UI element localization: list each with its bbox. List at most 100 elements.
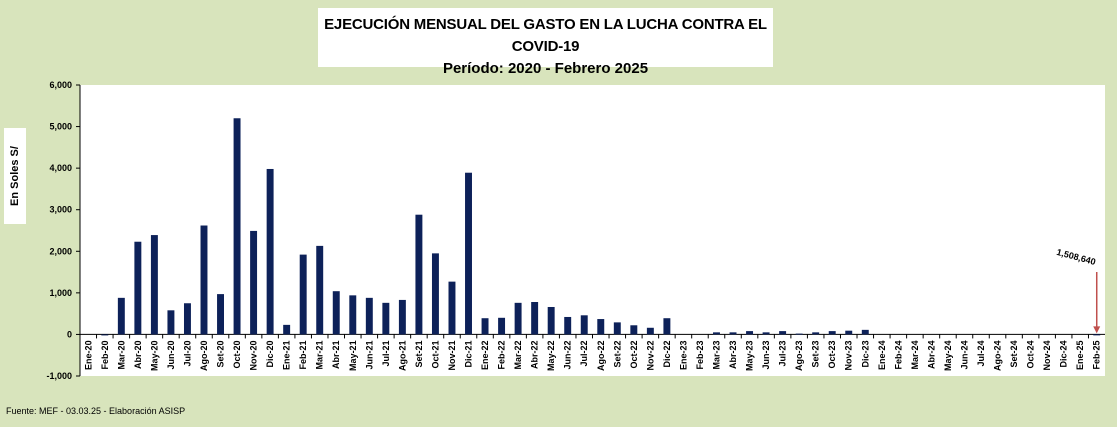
x-tick-label: Nov-24 (1042, 340, 1052, 370)
y-tick-label: 3,000 (49, 205, 72, 215)
bar-abr-22 (531, 302, 539, 335)
x-tick-label: Jul-20 (182, 340, 192, 366)
x-tick-label: Ene-25 (1075, 340, 1085, 370)
y-tick-label: 6,000 (49, 80, 72, 90)
bar-nov-21 (448, 281, 456, 335)
x-tick-label: Dic-23 (860, 340, 870, 367)
x-tick-label: Ago-23 (794, 340, 804, 371)
bar-oct-23 (828, 331, 836, 335)
x-tick-label: Abr-23 (728, 340, 738, 369)
bar-abr-20 (134, 241, 142, 335)
bar-mar-22 (514, 302, 522, 335)
bar-dic-22 (663, 318, 671, 335)
bar-set-20 (217, 294, 224, 335)
bar-feb-25 (1093, 334, 1101, 336)
bar-ago-21 (398, 299, 406, 335)
x-tick-label: Oct-24 (1026, 340, 1036, 368)
bar-may-23 (746, 331, 754, 335)
x-tick-label: Mar-24 (910, 340, 920, 369)
x-tick-label: Ago-24 (993, 340, 1003, 371)
x-tick-label: Set-23 (811, 340, 821, 367)
bar-set-23 (812, 332, 820, 335)
y-tick-label: 1,000 (49, 288, 72, 298)
y-tick-label: 4,000 (49, 163, 72, 173)
x-tick-label: May-24 (943, 340, 953, 371)
x-tick-label: Jun-24 (959, 340, 969, 369)
x-tick-label: Feb-25 (1092, 340, 1102, 369)
x-tick-label: Feb-22 (497, 340, 507, 369)
bar-mar-21 (316, 245, 324, 335)
bar-feb-21 (299, 254, 307, 335)
bar-dic-23 (861, 329, 869, 335)
x-tick-label: Jun-23 (761, 340, 771, 369)
bar-set-21 (415, 214, 423, 335)
x-tick-label: Ago-20 (199, 340, 209, 371)
x-tick-label: Set-22 (612, 340, 622, 367)
bar-ene-21 (283, 324, 291, 335)
x-tick-label: Feb-20 (100, 340, 110, 369)
bar-oct-22 (630, 325, 638, 335)
x-tick-label: Feb-21 (298, 340, 308, 369)
x-tick-label: Mar-20 (116, 340, 126, 369)
bar-abr-23 (729, 332, 737, 335)
y-tick-label: -1,000 (46, 371, 72, 381)
y-axis-label-box (4, 128, 26, 224)
x-tick-label: Oct-21 (430, 340, 440, 368)
bar-jul-20 (183, 303, 191, 335)
x-tick-label: Set-21 (414, 340, 424, 367)
bar-oct-21 (431, 253, 439, 335)
bar-ago-20 (200, 225, 208, 335)
bar-ago-23 (795, 333, 803, 335)
bar-jul-23 (779, 331, 787, 335)
bar-jul-21 (382, 302, 390, 335)
x-tick-label: Abr-22 (530, 340, 540, 369)
bar-oct-20 (233, 118, 241, 335)
annotation-arrowhead (1093, 326, 1101, 334)
x-tick-labels: Ene-20 Feb-20 Mar-20 Abr-20 May-20 Jun-20 Jul-… (79, 334, 1102, 371)
x-tick-label: Dic-24 (1059, 340, 1069, 367)
x-tick-label: Mar-23 (711, 340, 721, 369)
bar-mar-23 (713, 332, 720, 335)
source-note: Fuente: MEF - 03.03.25 - Elaboración ASI… (6, 406, 186, 416)
x-tick-label: May-20 (149, 340, 159, 371)
y-tick-label: 2,000 (49, 246, 72, 256)
x-tick-label: Abr-24 (926, 340, 936, 369)
x-tick-label: Ene-22 (480, 340, 490, 370)
bar-jun-23 (762, 332, 770, 335)
x-tick-label: Jul-23 (778, 340, 788, 366)
bar-feb-20 (101, 334, 109, 336)
chart-title: EJECUCIÓN MENSUAL DEL GASTO EN LA LUCHA … (324, 16, 767, 55)
bar-ago-22 (597, 319, 605, 335)
x-tick-label: Dic-20 (265, 340, 275, 367)
x-tick-label: May-21 (348, 340, 358, 371)
bar-may-22 (547, 306, 555, 335)
x-tick-label: Oct-23 (827, 340, 837, 368)
x-tick-label: Set-24 (1009, 340, 1019, 367)
x-tick-label: Mar-22 (513, 340, 523, 369)
chart-subtitle: Período: 2020 - Febrero 2025 (442, 60, 649, 77)
bar-ene-22 (481, 318, 489, 335)
bar-set-22 (613, 322, 621, 335)
x-tick-label: Jun-20 (166, 340, 176, 369)
x-tick-label: Ene-24 (877, 340, 887, 370)
bar-mar-20 (117, 297, 125, 335)
bar-may-21 (349, 295, 357, 335)
chart-bars (101, 118, 1101, 336)
x-tick-label: Set-20 (216, 340, 226, 367)
bar-feb-22 (498, 317, 506, 335)
x-tick-label: Jul-22 (579, 340, 589, 366)
x-tick-label: Jul-24 (976, 340, 986, 366)
x-tick-label: Nov-21 (447, 340, 457, 370)
x-tick-label: Ene-23 (678, 340, 688, 370)
x-tick-label: Oct-20 (232, 340, 242, 368)
x-tick-label: May-23 (745, 340, 755, 371)
bar-nov-20 (250, 230, 258, 335)
x-tick-label: Mar-21 (315, 340, 325, 369)
x-tick-label: Dic-21 (464, 340, 474, 367)
x-tick-label: Nov-20 (249, 340, 259, 370)
y-tick-labels: -1,000 0 1,000 2,000 3,000 4,000 5,000 6,000 (46, 80, 80, 381)
x-tick-label: Abr-20 (133, 340, 143, 369)
x-tick-label: Oct-22 (629, 340, 639, 368)
bar-jul-22 (580, 315, 588, 335)
